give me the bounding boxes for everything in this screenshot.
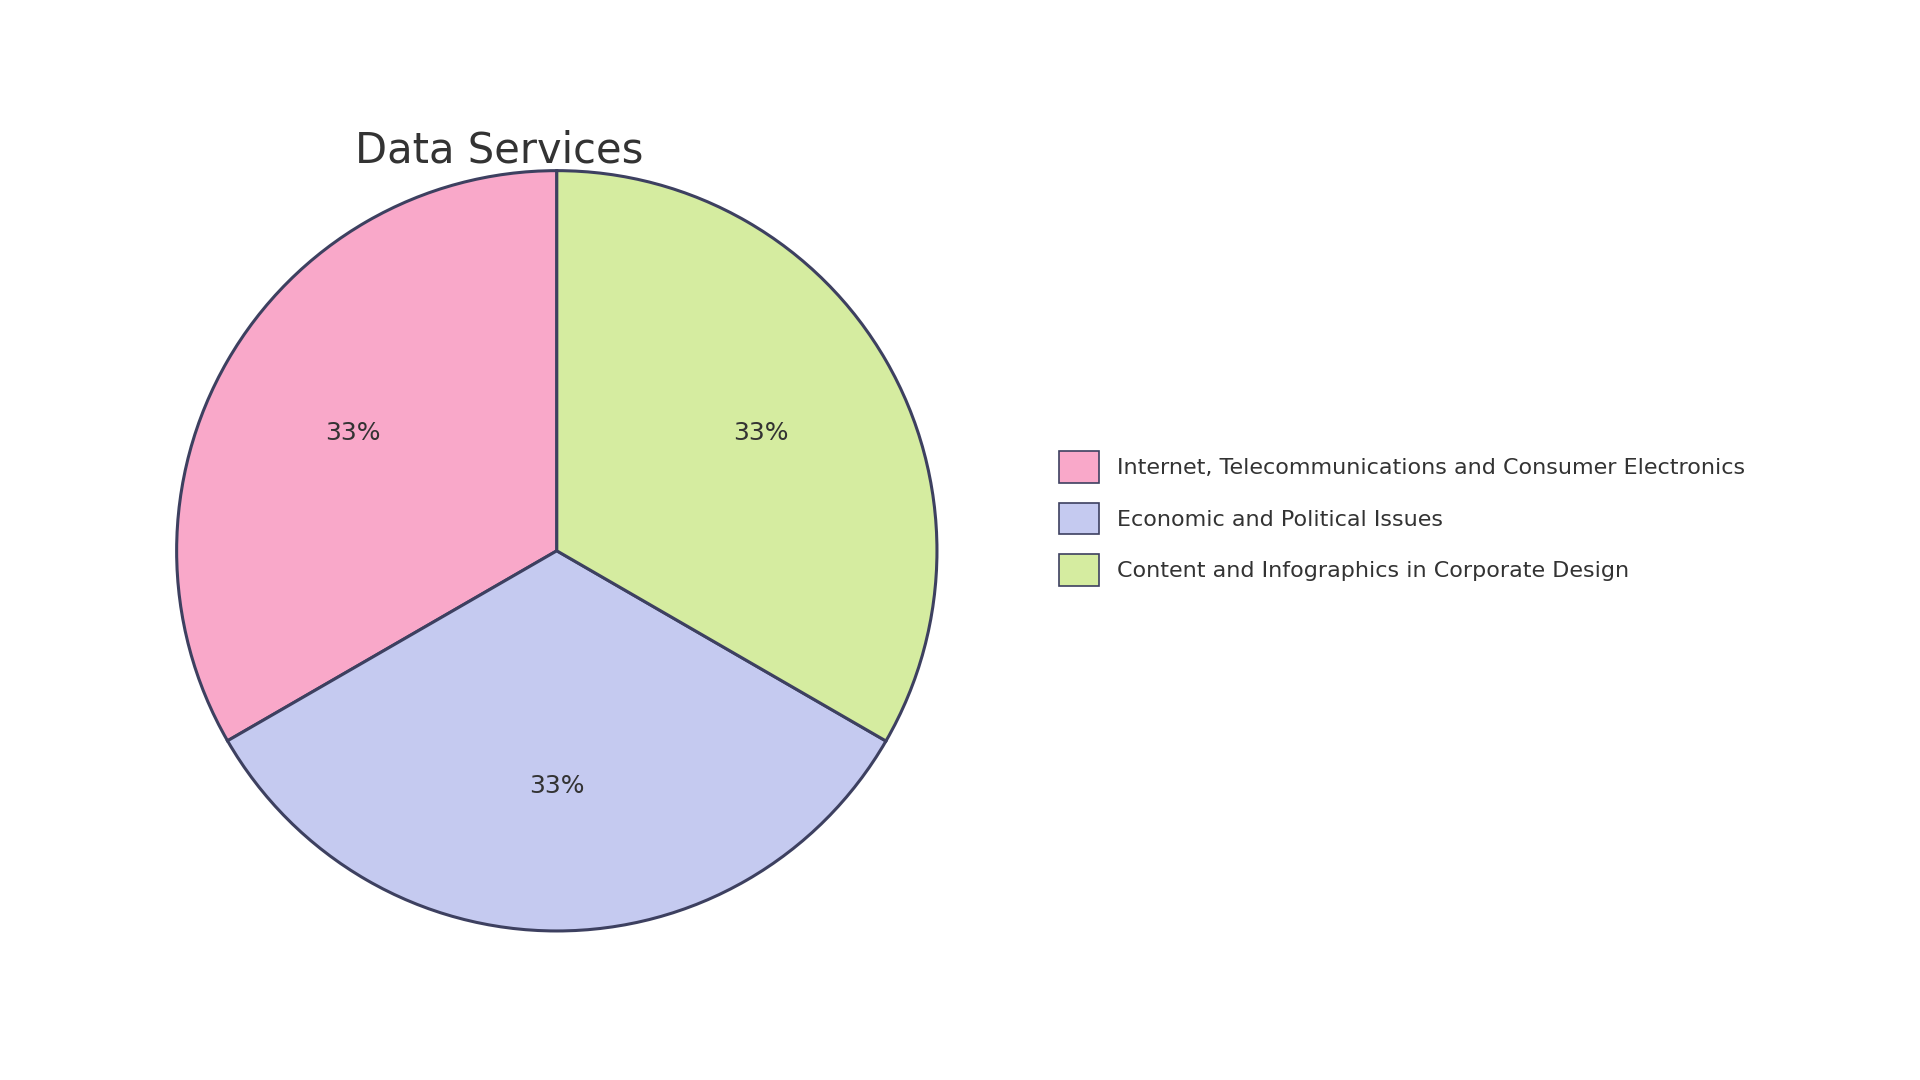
Text: 33%: 33% bbox=[733, 421, 789, 445]
Wedge shape bbox=[228, 551, 885, 931]
Wedge shape bbox=[557, 171, 937, 741]
Text: 33%: 33% bbox=[324, 421, 380, 445]
Legend: Internet, Telecommunications and Consumer Electronics, Economic and Political Is: Internet, Telecommunications and Consume… bbox=[1048, 441, 1757, 596]
Text: Data Services: Data Services bbox=[355, 130, 643, 172]
Wedge shape bbox=[177, 171, 557, 741]
Text: 33%: 33% bbox=[530, 774, 584, 798]
